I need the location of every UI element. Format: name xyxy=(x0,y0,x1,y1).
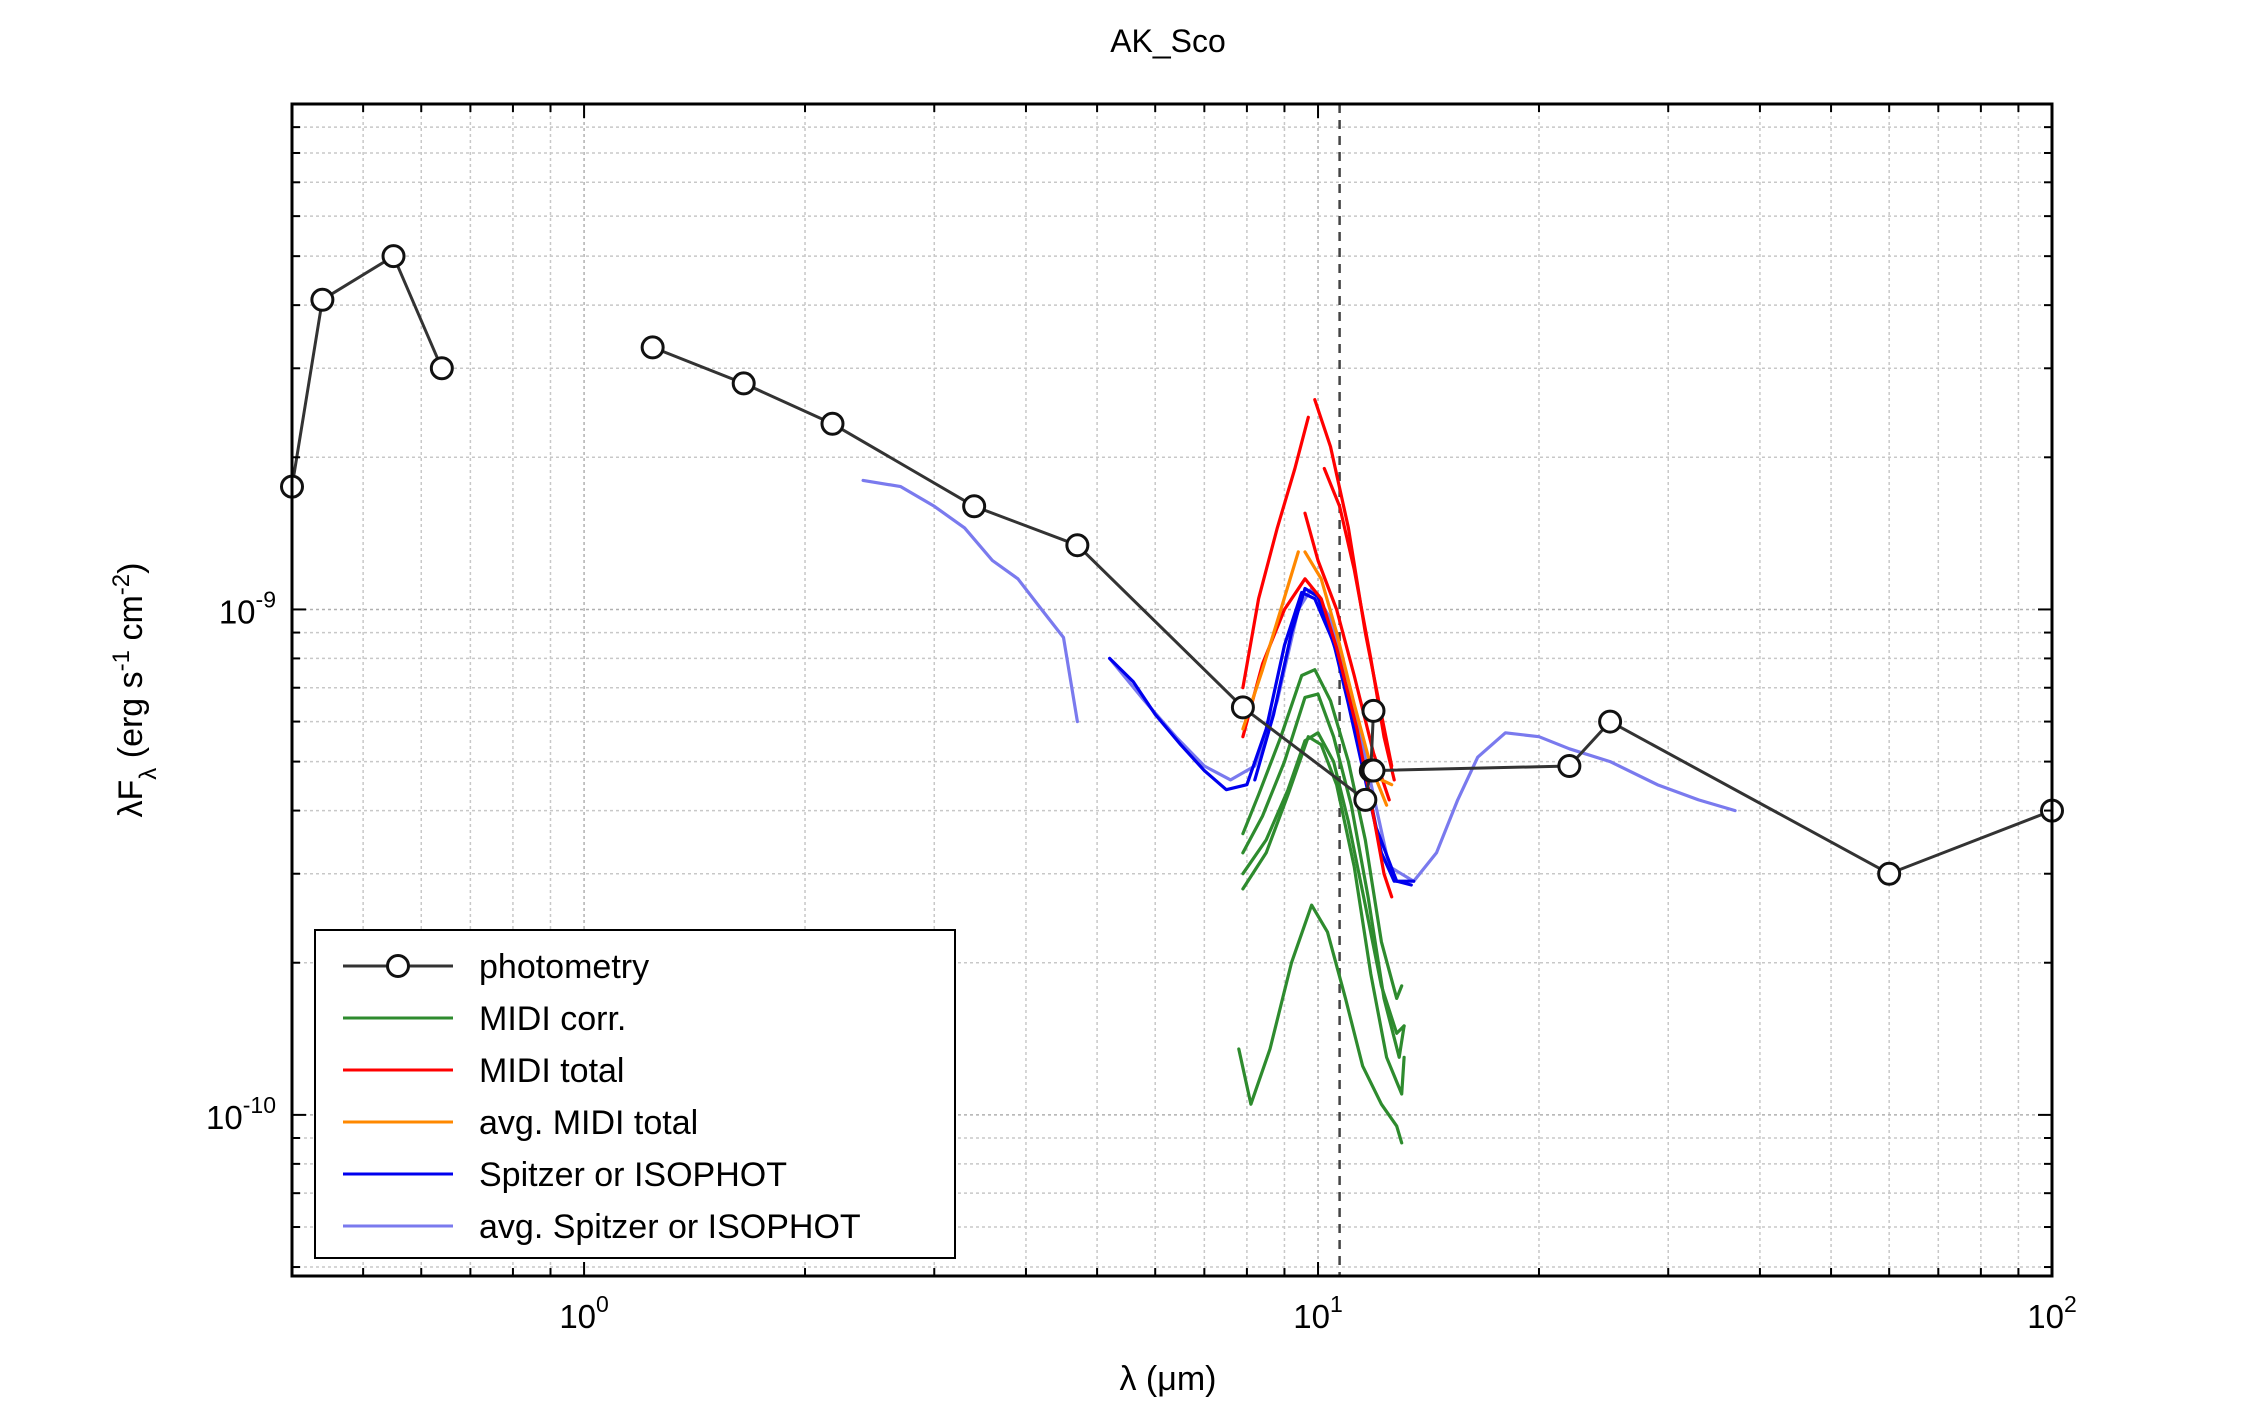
y-tick-label: 10-9 xyxy=(219,586,276,630)
avg_spitzer-line xyxy=(1107,586,1737,883)
x-axis-label: λ (μm) xyxy=(1119,1360,1216,1398)
midi_corr-line xyxy=(1241,668,1404,1001)
photometry-point xyxy=(1361,758,1386,783)
plot-frame xyxy=(290,102,2054,1278)
series-avg_spitzer xyxy=(861,478,1737,883)
midi_corr-line xyxy=(1241,692,1406,1059)
midi_corr-line xyxy=(1237,903,1404,1145)
photometry-point xyxy=(1353,787,1378,812)
x-tick-label: 101 xyxy=(1293,1291,1343,1335)
legend-label-avg_midi_total: avg. MIDI total xyxy=(479,1104,698,1142)
photometry-point xyxy=(1230,695,1255,720)
photometry-point xyxy=(962,494,987,519)
photometry-point xyxy=(820,411,845,436)
midi_total-line xyxy=(1322,466,1396,782)
series-midi_corr xyxy=(1237,668,1406,1145)
photometry-point xyxy=(640,335,665,360)
y-tick-label: 10-10 xyxy=(206,1092,276,1136)
midi_corr-line xyxy=(1241,735,1406,1096)
chart-title: AK_Sco xyxy=(1110,23,1226,59)
photometry-point xyxy=(1877,861,1902,886)
x-tick-label: 100 xyxy=(559,1291,609,1335)
photometry-point xyxy=(310,287,335,312)
photometry-line xyxy=(290,254,444,489)
avg_midi_total-line xyxy=(1241,550,1300,731)
legend-label-midi_corr: MIDI corr. xyxy=(479,1000,626,1038)
legend-marker-photometry xyxy=(386,954,410,978)
series-layer xyxy=(280,104,2064,1276)
grid-lines xyxy=(291,103,2053,1276)
midi_total-line xyxy=(1241,415,1310,690)
legend: photometry MIDI corr. MIDI total avg. MIDI … xyxy=(314,929,956,1259)
photometry-point xyxy=(1065,533,1090,558)
axis-ticks: 100 101 102 10-10 10-9 xyxy=(206,103,2077,1335)
x-tick-label: 102 xyxy=(2027,1291,2077,1335)
photometry-point xyxy=(429,356,454,381)
legend-label-spitzer: Spitzer or ISOPHOT xyxy=(479,1156,787,1194)
avg_spitzer-line xyxy=(861,478,1080,724)
photometry-point xyxy=(731,371,756,396)
photometry-point xyxy=(1598,709,1623,734)
photometry-point xyxy=(1361,698,1386,723)
legend-label-midi_total: MIDI total xyxy=(479,1052,624,1090)
legend-label-avg_spitzer: avg. Spitzer or ISOPHOT xyxy=(479,1208,861,1246)
midi_corr-line xyxy=(1241,731,1406,1035)
spitzer-line xyxy=(1253,586,1413,887)
photometry-point xyxy=(381,244,406,269)
photometry-point xyxy=(1557,754,1582,779)
series-photometry xyxy=(280,244,2064,886)
legend-label-photometry: photometry xyxy=(479,948,649,986)
legend-box xyxy=(314,929,956,1259)
